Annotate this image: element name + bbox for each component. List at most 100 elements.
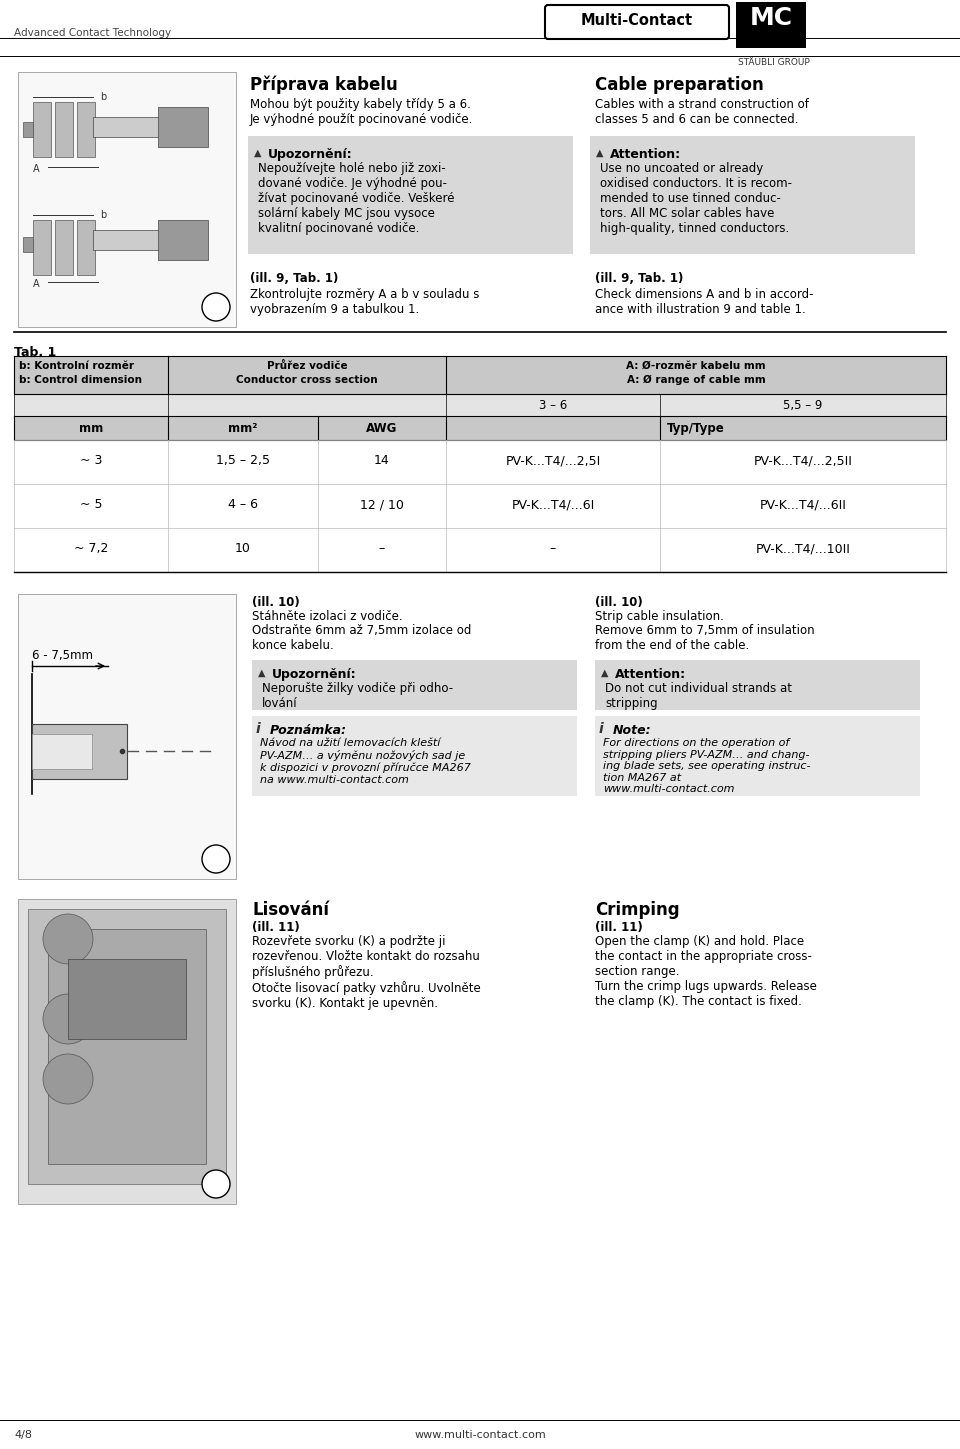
- Text: Cable preparation: Cable preparation: [595, 75, 764, 94]
- Bar: [446, 356, 946, 394]
- Text: (ill. 10): (ill. 10): [252, 596, 300, 609]
- Circle shape: [202, 845, 230, 872]
- Text: PV-K...T4/...10II: PV-K...T4/...10II: [756, 542, 851, 555]
- Text: Remove 6mm to 7,5mm of insulation
from the end of the cable.: Remove 6mm to 7,5mm of insulation from t…: [595, 625, 815, 652]
- Text: ▲: ▲: [258, 668, 266, 678]
- Text: 12 / 10: 12 / 10: [360, 498, 404, 511]
- Text: 5,5 – 9: 5,5 – 9: [783, 398, 823, 412]
- Bar: [32, 724, 127, 780]
- Text: Do not cut individual strands at
stripping: Do not cut individual strands at strippi…: [605, 682, 792, 710]
- Text: i: i: [599, 722, 604, 736]
- Circle shape: [43, 994, 93, 1043]
- Text: 14: 14: [374, 454, 390, 467]
- Text: (ill. 11): (ill. 11): [252, 922, 300, 935]
- Bar: [55, 101, 73, 156]
- Circle shape: [202, 1169, 230, 1198]
- Bar: [28, 909, 226, 1184]
- Text: PV-K...T4/...6II: PV-K...T4/...6II: [759, 498, 847, 511]
- Bar: [77, 220, 95, 275]
- Bar: [14, 394, 168, 416]
- Circle shape: [43, 1053, 93, 1104]
- Bar: [33, 220, 51, 275]
- Text: 10: 10: [235, 542, 251, 555]
- Text: 3 – 6: 3 – 6: [539, 398, 567, 412]
- Text: MC: MC: [750, 6, 793, 30]
- Bar: [23, 238, 33, 252]
- Text: A: A: [33, 164, 39, 174]
- Text: Mohou být použity kabely třídy 5 a 6.
Je výhodné použít pocinované vodiče.: Mohou být použity kabely třídy 5 a 6. Je…: [250, 99, 473, 126]
- Text: ▲: ▲: [601, 668, 609, 678]
- Text: Lisování: Lisování: [252, 901, 329, 919]
- Text: AWG: AWG: [367, 422, 397, 435]
- Text: 4/8: 4/8: [14, 1430, 32, 1440]
- Text: (ill. 9, Tab. 1): (ill. 9, Tab. 1): [595, 272, 684, 285]
- FancyBboxPatch shape: [545, 4, 729, 39]
- Text: i: i: [256, 722, 261, 736]
- Text: Upozornění:: Upozornění:: [272, 668, 356, 681]
- Text: Conductor cross section: Conductor cross section: [236, 375, 378, 385]
- Text: Návod na užití lemovacích kleští
PV-AZM… a výměnu nožových sad je
k dispozici v : Návod na užití lemovacích kleští PV-AZM……: [260, 738, 470, 784]
- Text: ~ 3: ~ 3: [80, 454, 102, 467]
- Text: 9: 9: [212, 298, 220, 312]
- Text: ~ 5: ~ 5: [80, 498, 103, 511]
- Text: –: –: [550, 542, 556, 555]
- Text: –: –: [379, 542, 385, 555]
- Text: PV-K...T4/...2,5I: PV-K...T4/...2,5I: [505, 454, 601, 467]
- Bar: [248, 136, 573, 254]
- Text: www.multi-contact.com: www.multi-contact.com: [414, 1430, 546, 1440]
- Text: Typ/Type: Typ/Type: [667, 422, 725, 435]
- Bar: [252, 659, 577, 710]
- Bar: [33, 101, 51, 156]
- Bar: [158, 220, 208, 259]
- Bar: [595, 659, 920, 710]
- Text: Nepoužívejte holé nebo již zoxi-
dované vodiče. Je výhodné pou-
žívat pocinované: Nepoužívejte holé nebo již zoxi- dované …: [258, 162, 454, 235]
- Text: Zkontrolujte rozměry A a b v souladu s
vyobrazením 9 a tabulkou 1.: Zkontrolujte rozměry A a b v souladu s v…: [250, 288, 479, 316]
- Circle shape: [43, 914, 93, 964]
- Text: b: b: [100, 210, 107, 220]
- Text: 10: 10: [208, 851, 224, 864]
- Text: A: A: [33, 280, 39, 288]
- Bar: [18, 898, 236, 1204]
- Text: Check dimensions A and b in accord-
ance with illustration 9 and table 1.: Check dimensions A and b in accord- ance…: [595, 288, 813, 316]
- Text: Rozevřete svorku (K) a podržte ji
rozevřenou. Vložte kontakt do rozsahu
příslušn: Rozevřete svorku (K) a podržte ji rozevř…: [252, 935, 481, 1010]
- Text: STÄUBLI GROUP: STÄUBLI GROUP: [738, 58, 809, 67]
- Text: Poznámka:: Poznámka:: [270, 724, 347, 738]
- Bar: [158, 107, 208, 146]
- Text: Průřez vodiče: Průřez vodiče: [267, 361, 348, 371]
- Bar: [14, 416, 946, 440]
- Text: Use no uncoated or already
oxidised conductors. It is recom-
mended to use tinne: Use no uncoated or already oxidised cond…: [600, 162, 792, 235]
- Circle shape: [202, 293, 230, 322]
- Bar: [55, 220, 73, 275]
- Text: Attention:: Attention:: [615, 668, 686, 681]
- Text: Upozornění:: Upozornění:: [268, 148, 352, 161]
- Text: b: b: [100, 91, 107, 101]
- Text: Stáhněte izolaci z vodiče.: Stáhněte izolaci z vodiče.: [252, 610, 402, 623]
- Bar: [68, 959, 186, 1039]
- Bar: [168, 356, 446, 394]
- Text: Open the clamp (K) and hold. Place
the contact in the appropriate cross-
section: Open the clamp (K) and hold. Place the c…: [595, 935, 817, 1009]
- Text: A: Ø-rozměr kabelu mm: A: Ø-rozměr kabelu mm: [626, 361, 766, 371]
- Text: Strip cable insulation.: Strip cable insulation.: [595, 610, 724, 623]
- Text: mm: mm: [79, 422, 103, 435]
- Text: 6 - 7,5mm: 6 - 7,5mm: [32, 649, 93, 662]
- Text: Odstraňte 6mm až 7,5mm izolace od
konce kabelu.: Odstraňte 6mm až 7,5mm izolace od konce …: [252, 625, 471, 652]
- Text: 4 – 6: 4 – 6: [228, 498, 258, 511]
- Bar: [595, 716, 920, 796]
- Bar: [77, 101, 95, 156]
- Text: Cables with a strand construction of
classes 5 and 6 can be connected.: Cables with a strand construction of cla…: [595, 99, 809, 126]
- Bar: [23, 122, 33, 138]
- Bar: [93, 117, 203, 138]
- Text: 11: 11: [208, 1175, 224, 1188]
- Text: Advanced Contact Technology: Advanced Contact Technology: [14, 28, 171, 38]
- Text: PV-K...T4/...2,5II: PV-K...T4/...2,5II: [754, 454, 852, 467]
- Bar: [48, 929, 206, 1164]
- Text: For directions on the operation of
stripping pliers PV-AZM… and chang-
ing blade: For directions on the operation of strip…: [603, 738, 810, 794]
- Text: A: Ø range of cable mm: A: Ø range of cable mm: [627, 375, 765, 385]
- Bar: [32, 735, 92, 769]
- Bar: [14, 527, 946, 572]
- Bar: [14, 356, 168, 394]
- Bar: [446, 394, 660, 416]
- Text: Příprava kabelu: Příprava kabelu: [250, 75, 397, 94]
- Text: ▲: ▲: [254, 148, 261, 158]
- Text: (ill. 10): (ill. 10): [595, 596, 643, 609]
